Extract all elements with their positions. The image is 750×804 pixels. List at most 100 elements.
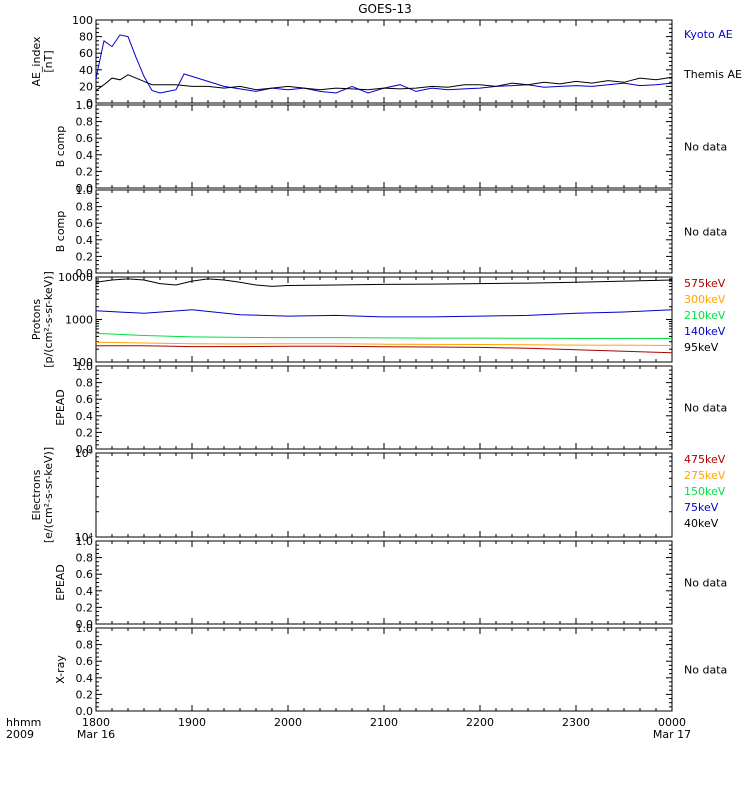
y-tick-label: 1.0 — [76, 622, 94, 635]
panel-7: 0.0 0.2 0.4 0.6 0.8 1.0 EPEAD No data — [54, 535, 727, 631]
y-axis-label: EPEAD — [54, 564, 67, 601]
y-tick-label: 100 — [72, 356, 93, 369]
y-tick-label: 0.8 — [76, 377, 94, 390]
y-tick-label: 0.4 — [76, 149, 94, 162]
legend-entry: Themis AE — [683, 68, 742, 81]
series-line-210kev — [95, 332, 673, 339]
panel-frame — [95, 452, 673, 538]
y-axis-unit: [e/(cm²-s-sr-keV)] — [42, 447, 55, 543]
y-axis-label: AE_index — [30, 36, 43, 87]
y-tick-label: 1.0 — [76, 535, 94, 548]
end-date-label: Mar 17 — [653, 728, 691, 741]
no-data-label: No data — [684, 577, 727, 590]
legend-entry: 300keV — [684, 293, 726, 306]
x-tick-label: 2100 — [370, 716, 398, 729]
hhmm-label: hhmm — [6, 716, 41, 729]
y-tick-label: 0.2 — [76, 250, 94, 263]
y-tick-label: 0.2 — [76, 426, 94, 439]
y-axis-unit: [p/(cm²-s-sr-keV)] — [42, 271, 55, 368]
panel-1: 0 20 40 60 80 100 AE_index [nT] Kyoto AE Themis A… — [30, 14, 742, 110]
no-data-label: No data — [684, 402, 727, 415]
legend-entry: 140keV — [684, 325, 726, 338]
legend-entry: 275keV — [684, 469, 726, 482]
y-tick-label: 100 — [72, 14, 93, 27]
y-tick-label: 10⁴ — [75, 531, 94, 544]
y-tick-label: 0.6 — [76, 217, 94, 230]
panel-frame — [95, 104, 673, 189]
y-tick-label: 40 — [79, 64, 93, 77]
y-tick-label: 0.4 — [76, 585, 94, 598]
y-tick-label: 0.0 — [76, 618, 94, 631]
y-tick-label: 0.8 — [76, 639, 94, 652]
y-tick-label: 0.2 — [76, 601, 94, 614]
y-axis-label: Protons — [30, 299, 43, 340]
y-tick-label: 0.8 — [76, 201, 94, 214]
panel-frame — [95, 540, 673, 625]
y-tick-label: 10⁵ — [75, 447, 93, 460]
legend-entry: 95keV — [684, 341, 719, 354]
panel-6: 10⁴ 10⁵ Electrons [e/(cm²-s-sr-keV)] 475keV 2… — [30, 447, 726, 544]
x-tick-label: 1800 — [82, 716, 110, 729]
y-tick-label: 0.0 — [76, 443, 94, 456]
panel-4: 100 1000 10000 Protons [p/(cm²-s-sr-keV)] 575… — [30, 271, 726, 369]
y-axis-label: X-ray — [54, 655, 67, 684]
y-tick-label: 1.0 — [76, 184, 94, 197]
y-axis-label: Electrons — [30, 469, 43, 520]
y-tick-label: 0.8 — [76, 552, 94, 565]
panel-frame — [95, 276, 673, 363]
y-tick-label: 1.0 — [76, 360, 94, 373]
y-tick-label: 0.0 — [76, 705, 94, 718]
series-line-themis-ae — [95, 74, 673, 91]
panel-8: 0.0 0.2 0.4 0.6 0.8 1.0 X-ray No data — [54, 622, 727, 718]
y-tick-label: 10000 — [58, 271, 93, 284]
y-tick-label: 20 — [79, 80, 93, 93]
y-tick-label: 0.4 — [76, 410, 94, 423]
y-axis-label: B comp — [54, 126, 67, 168]
panel-frame — [95, 189, 673, 274]
series-line-140kev — [95, 309, 673, 318]
y-tick-label: 0.6 — [76, 568, 94, 581]
panel-frame — [95, 365, 673, 450]
no-data-label: No data — [684, 664, 727, 677]
start-date-label: Mar 16 — [77, 728, 115, 741]
y-tick-label: 1000 — [65, 314, 93, 327]
legend-entry: 150keV — [684, 485, 726, 498]
legend-entry: 210keV — [684, 309, 726, 322]
y-tick-label: 0.6 — [76, 393, 94, 406]
y-tick-label: 0.8 — [76, 116, 94, 129]
series-line-575kev — [96, 345, 673, 354]
legend-entry: 75keV — [684, 501, 719, 514]
series-line-95kev — [95, 278, 673, 287]
panel-5: 0.0 0.2 0.4 0.6 0.8 1.0 EPEAD No data — [54, 360, 727, 456]
panel-3: 0.0 0.2 0.4 0.6 0.8 1.0 B comp No data — [54, 184, 727, 280]
y-axis-unit: [nT] — [42, 50, 55, 72]
x-tick-label: 1900 — [178, 716, 206, 729]
y-tick-label: 0.6 — [76, 655, 94, 668]
x-tick-label: 2200 — [466, 716, 494, 729]
y-tick-label: 0.4 — [76, 672, 94, 685]
y-tick-label: 0.0 — [76, 267, 94, 280]
y-tick-label: 0.0 — [76, 182, 94, 195]
y-tick-label: 1.0 — [76, 99, 94, 112]
y-tick-label: 0 — [86, 97, 93, 110]
y-tick-label: 0.4 — [76, 234, 94, 247]
y-tick-label: 0.6 — [76, 132, 94, 145]
series-line-300kev — [95, 341, 673, 346]
y-tick-label: 0.2 — [76, 688, 94, 701]
y-axis-label: B comp — [54, 211, 67, 253]
series-line-kyoto-ae — [95, 34, 673, 94]
legend-entry: 475keV — [684, 453, 726, 466]
legend-entry: Kyoto AE — [684, 28, 733, 41]
no-data-label: No data — [684, 141, 727, 154]
y-tick-label: 0.2 — [76, 165, 94, 178]
legend-entry: 575keV — [684, 277, 726, 290]
chart-title: GOES-13 — [358, 2, 412, 16]
panel-frame — [95, 19, 673, 104]
legend-entry: 40keV — [684, 517, 719, 530]
y-tick-label: 60 — [79, 47, 93, 60]
year-label: 2009 — [6, 728, 34, 741]
panel-frame — [95, 627, 673, 712]
panel-2: 0.0 0.2 0.4 0.6 0.8 1.0 B comp No data — [54, 99, 727, 195]
